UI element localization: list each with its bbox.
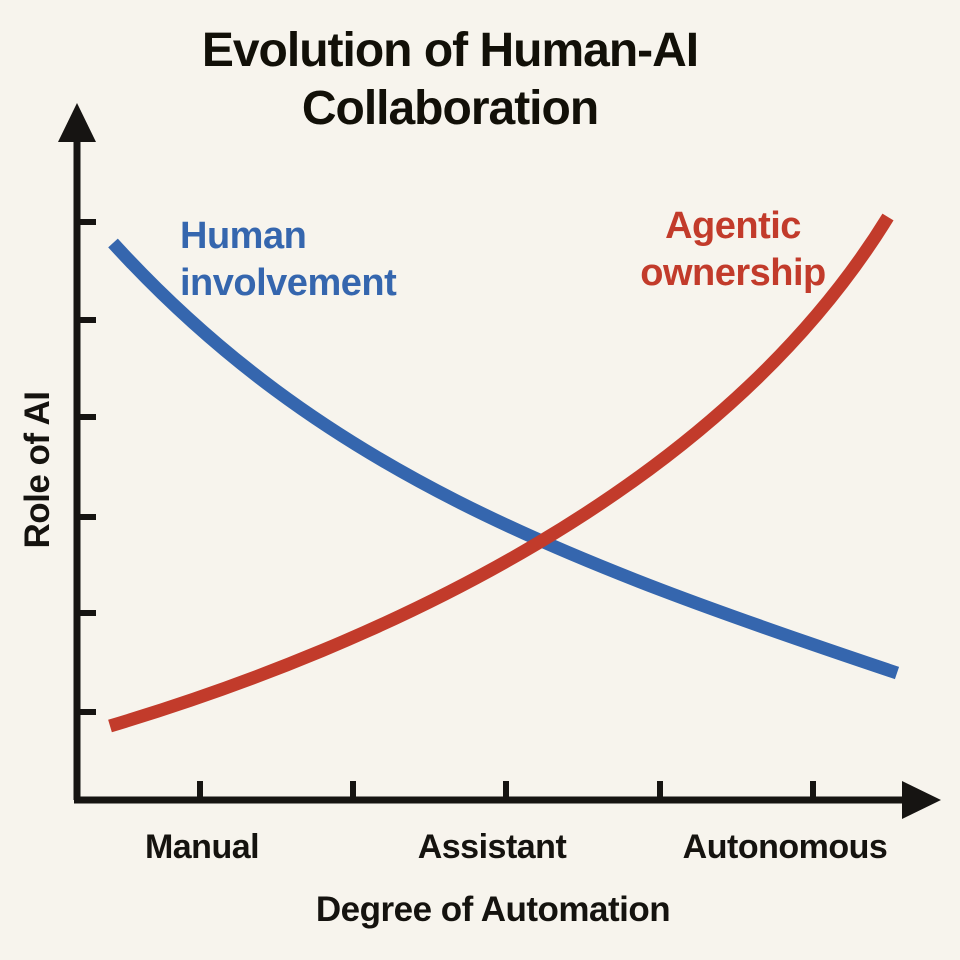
curve-human-involvement (108, 238, 900, 680)
series-label-human-line2: involvement (180, 262, 397, 304)
y-axis-label: Role of AI (18, 391, 57, 549)
x-tick-label-assistant: Assistant (417, 828, 567, 866)
curve-agentic-ownership (108, 213, 894, 733)
chart-title-line2: Collaboration (301, 82, 599, 135)
series-label-agentic-line2: ownership (640, 252, 826, 294)
x-axis-label: Degree of Automation (315, 890, 671, 929)
chart-title-line1: Evolution of Human-AI (201, 24, 699, 77)
y-axis-arrowhead (58, 103, 96, 142)
chart-title: Evolution of Human-AI Collaboration (0, 22, 900, 138)
x-tick-label-autonomous: Autonomous (682, 828, 888, 866)
series-label-human-line1: Human (180, 215, 307, 257)
series-label-human-involvement: Human involvement (180, 213, 397, 307)
series-label-agentic-line1: Agentic (665, 205, 801, 247)
series-label-agentic-ownership: Agentic ownership (608, 203, 858, 297)
x-axis-arrowhead (902, 781, 941, 819)
x-tick-label-manual: Manual (144, 828, 260, 866)
